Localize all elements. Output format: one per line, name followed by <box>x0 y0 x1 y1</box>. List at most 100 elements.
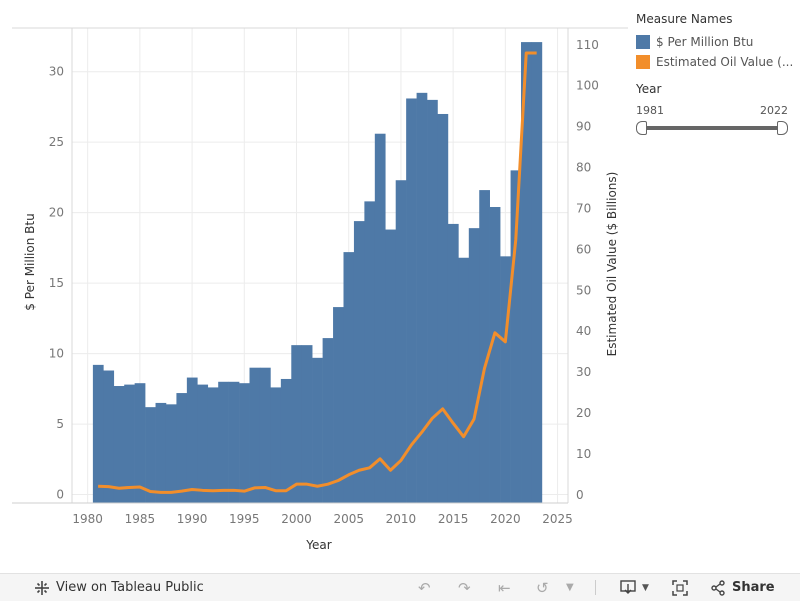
bar-1996[interactable] <box>249 367 261 503</box>
legend-item-price[interactable]: $ Per Million Btu <box>636 32 796 52</box>
x-tick-labels: 1980 1985 1990 1995 2000 2005 2010 2015 2020 2025 <box>72 512 572 526</box>
bar-2006[interactable] <box>353 221 365 503</box>
bar-2022[interactable] <box>521 42 532 503</box>
y-left-tick-label: 0 <box>56 488 64 502</box>
refresh-button[interactable]: ↺ <box>536 574 549 601</box>
undo-button[interactable]: ↶ <box>418 574 431 601</box>
y-left-tick-label: 15 <box>49 276 64 290</box>
x-tick-label: 2015 <box>438 512 469 526</box>
view-on-tableau-public-label: View on Tableau Public <box>56 580 204 595</box>
bar-2007[interactable] <box>364 201 376 503</box>
bar-1984[interactable] <box>124 384 135 503</box>
bar-2014[interactable] <box>437 113 449 504</box>
bar-2019[interactable] <box>489 207 501 504</box>
legend-label-price: $ Per Million Btu <box>656 35 754 49</box>
y-left-tick-labels: 0 5 10 15 20 25 30 <box>49 65 64 502</box>
oil-value-line[interactable] <box>98 51 537 494</box>
chevron-down-icon: ▼ <box>642 582 649 593</box>
y-right-axis-title: Estimated Oil Value ($ Billions) <box>605 172 619 357</box>
bar-2001[interactable] <box>301 345 313 503</box>
year-filter-min: 1981 <box>636 104 664 117</box>
bar-1995[interactable] <box>239 383 250 503</box>
x-tick-label: 2020 <box>490 512 521 526</box>
x-tick-label: 2000 <box>281 512 312 526</box>
download-button[interactable]: ▼ <box>620 574 649 601</box>
bar-1986[interactable] <box>145 407 156 503</box>
x-tick-label: 2025 <box>542 512 573 526</box>
bar-2021[interactable] <box>510 170 522 503</box>
y-right-tick-label: 70 <box>576 201 591 215</box>
y-left-axis-title: $ Per Million Btu <box>23 213 37 310</box>
bar-2002[interactable] <box>312 357 323 503</box>
revert-button[interactable]: ⇤ <box>498 574 511 601</box>
y-right-tick-labels: 0 10 20 30 40 50 60 70 80 90 100 110 <box>576 38 599 502</box>
bar-2005[interactable] <box>343 252 355 503</box>
bar-2008[interactable] <box>374 133 386 504</box>
revert-icon: ⇤ <box>498 578 511 597</box>
share-button[interactable]: Share <box>710 574 775 601</box>
y-left-tick-label: 10 <box>49 347 64 361</box>
bar-2012[interactable] <box>416 92 428 503</box>
x-tick-label: 1995 <box>229 512 260 526</box>
bar-1998[interactable] <box>270 387 282 503</box>
y-left-tick-label: 5 <box>56 417 64 431</box>
bar-1994[interactable] <box>228 381 240 503</box>
bar-2011[interactable] <box>406 98 417 503</box>
y-right-tick-label: 10 <box>576 447 591 461</box>
y-left-tick-label: 20 <box>49 206 64 220</box>
bar-1993[interactable] <box>218 381 229 503</box>
fullscreen-button[interactable] <box>672 574 688 601</box>
bar-2000[interactable] <box>291 345 303 503</box>
redo-button[interactable]: ↷ <box>458 574 471 601</box>
y-right-tick-label: 40 <box>576 324 591 338</box>
bar-1991[interactable] <box>197 384 209 503</box>
x-tick-label: 1985 <box>125 512 156 526</box>
legend-title: Measure Names <box>636 12 733 26</box>
bar-2010[interactable] <box>395 180 407 503</box>
slider-handle-min[interactable] <box>636 121 647 135</box>
bar-2023[interactable] <box>531 42 543 503</box>
chevron-down-icon: ▼ <box>566 582 574 593</box>
y-right-tick-label: 80 <box>576 161 591 175</box>
bar-2018[interactable] <box>479 190 490 504</box>
bar-2013[interactable] <box>427 99 438 503</box>
bar-2015[interactable] <box>447 223 459 504</box>
bar-2004[interactable] <box>333 307 344 503</box>
bar-1987[interactable] <box>155 402 167 503</box>
refresh-dropdown[interactable]: ▼ <box>566 574 574 601</box>
bar-2003[interactable] <box>322 338 334 503</box>
slider-track[interactable] <box>642 126 782 130</box>
legend-item-oil-value[interactable]: Estimated Oil Value (... <box>636 52 796 72</box>
axes <box>12 27 628 504</box>
y-right-tick-label: 100 <box>576 79 599 93</box>
legend: Measure Names $ Per Million Btu Estimate… <box>636 12 796 72</box>
year-range-slider[interactable] <box>636 121 788 135</box>
bar-1988[interactable] <box>165 404 177 503</box>
redo-icon: ↷ <box>458 578 471 597</box>
bar-1983[interactable] <box>113 386 125 503</box>
bar-2017[interactable] <box>468 228 480 503</box>
toolbar: View on Tableau Public ↶ ↷ ⇤ ↺ ▼ ▼ <box>0 573 800 601</box>
y-right-tick-label: 60 <box>576 242 591 256</box>
y-left-tick-label: 25 <box>49 135 64 149</box>
x-tick-label: 1980 <box>72 512 103 526</box>
bar-1999[interactable] <box>280 378 292 503</box>
year-range-labels: 1981 2022 <box>636 104 788 117</box>
bar-2009[interactable] <box>385 229 397 503</box>
x-tick-label: 2005 <box>333 512 364 526</box>
bar-2020[interactable] <box>500 256 511 503</box>
bar-1992[interactable] <box>207 387 219 503</box>
bar-1982[interactable] <box>103 370 115 503</box>
bar-1989[interactable] <box>176 393 188 503</box>
slider-handle-max[interactable] <box>777 121 788 135</box>
bar-1990[interactable] <box>186 377 198 503</box>
refresh-icon: ↺ <box>536 578 549 597</box>
toolbar-divider <box>595 580 596 595</box>
view-on-tableau-public-link[interactable]: View on Tableau Public <box>34 574 204 601</box>
share-label: Share <box>732 580 775 595</box>
bar-1981[interactable] <box>92 364 104 503</box>
undo-icon: ↶ <box>418 578 431 597</box>
bar-2016[interactable] <box>458 257 470 503</box>
bar-1985[interactable] <box>134 383 146 503</box>
bar-1997[interactable] <box>259 367 271 503</box>
